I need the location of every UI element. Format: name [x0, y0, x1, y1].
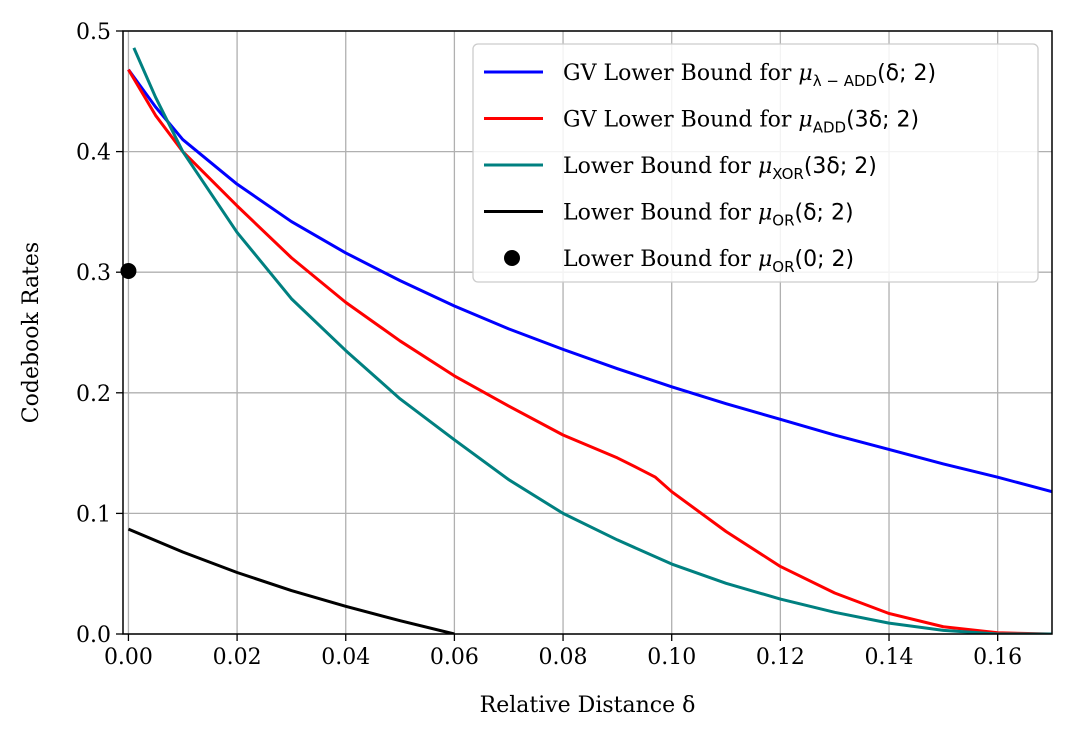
y-tick-label: 0.3 [76, 261, 111, 286]
x-axis: 0.00 0.02 0.04 0.06 0.08 0.10 0.12 0.14 0.16 [104, 634, 1022, 670]
x-tick-label: 0.08 [539, 645, 588, 670]
x-tick-label: 0.02 [213, 645, 262, 670]
series-0-line [127, 68, 1052, 494]
y-tick-label: 0.2 [76, 382, 111, 407]
x-tick-label: 0.00 [104, 645, 153, 670]
x-axis-label: Relative Distance δ [480, 693, 696, 718]
plot-area [120, 47, 1052, 634]
x-tick-label: 0.04 [321, 645, 370, 670]
legend-label: GV Lower Bound for μλ − ADD(δ; 2) [563, 61, 936, 90]
legend-label: Lower Bound for μOR(δ; 2) [563, 201, 854, 230]
legend-label: Lower Bound for μOR(0; 2) [563, 247, 854, 276]
y-axis: 0.0 0.1 0.2 0.3 0.4 0.5 [76, 20, 123, 648]
x-tick-label: 0.14 [865, 645, 914, 670]
series-4-point [120, 262, 137, 279]
legend-box [472, 43, 1039, 283]
legend-label: GV Lower Bound for μADD(3δ; 2) [563, 108, 919, 137]
y-tick-label: 0.4 [76, 141, 111, 166]
y-axis-label: Codebook Rates [19, 242, 44, 423]
x-tick-label: 0.12 [756, 645, 805, 670]
x-tick-label: 0.10 [647, 645, 696, 670]
x-tick-label: 0.16 [973, 645, 1022, 670]
y-tick-label: 0.1 [76, 502, 111, 527]
legend: GV Lower Bound for μλ − ADD(δ; 2) GV Lowe… [472, 43, 1039, 283]
legend-marker [504, 250, 520, 266]
series-2-line [132, 47, 1052, 634]
x-tick-label: 0.06 [430, 645, 479, 670]
series-1-line [127, 68, 1052, 634]
plot-frame [122, 30, 1053, 635]
legend-label: Lower Bound for μXOR(3δ; 2) [563, 154, 877, 183]
y-tick-label: 0.5 [76, 20, 111, 45]
y-tick-label: 0.0 [76, 623, 111, 648]
series-3-line [127, 527, 455, 634]
